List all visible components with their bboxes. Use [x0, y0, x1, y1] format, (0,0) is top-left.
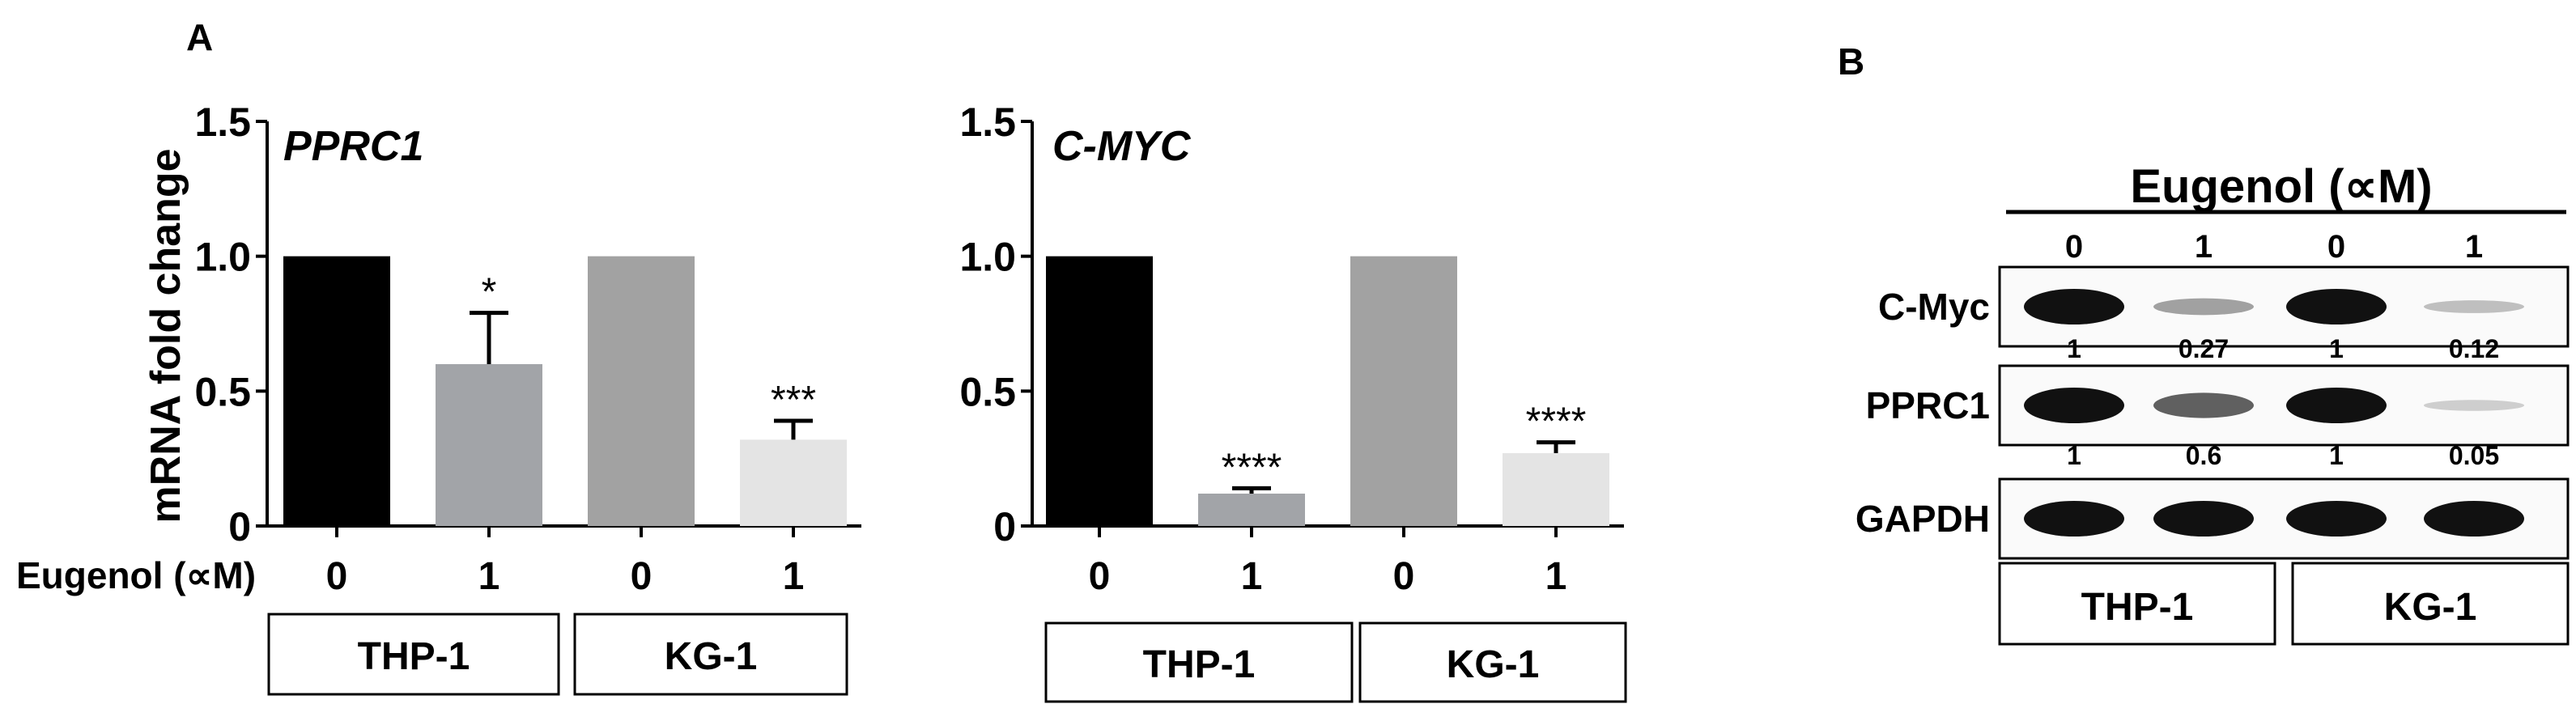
group-box-thp1: [267, 613, 560, 696]
chart-title: C-MYC: [1052, 123, 1192, 170]
y-axis-label: mRNA fold change: [142, 148, 189, 523]
band-quant-label: 1: [2067, 441, 2081, 470]
chart-c-myc: C-MYC 0 0.5 1.0 1.5 0 **** 1 0 **** 1: [959, 100, 1624, 598]
lane-label: 1: [2195, 229, 2213, 265]
blot-group-box-thp1: [1998, 562, 2276, 646]
group-box-kg1-2-label: KG-1: [1447, 643, 1540, 686]
panel-a-label: A: [186, 16, 213, 58]
blot-band: [2153, 298, 2254, 316]
bar: [283, 256, 390, 526]
blot-band: [2024, 388, 2124, 423]
bar: [1350, 256, 1457, 526]
treatment-label: Eugenol (∝M): [16, 554, 256, 596]
bar: [740, 439, 847, 526]
x-tick-label: 0: [1089, 555, 1111, 598]
x-tick-label: 1: [478, 555, 500, 598]
bar: [588, 256, 695, 526]
blot-band: [2024, 501, 2124, 537]
band-quant-label: 0.6: [2186, 441, 2221, 470]
panel-a-group-boxes: THP-1 KG-1 THP-1 KG-1: [267, 613, 1627, 703]
y-tick-label: 0: [228, 504, 251, 549]
x-tick-label: 1: [1545, 555, 1567, 598]
band-quant-label: 1: [2329, 334, 2344, 363]
blot-band: [2286, 388, 2387, 423]
blot-band: [2424, 501, 2524, 537]
blot-band: [2424, 400, 2524, 411]
blot-group-box-kg1-label: KG-1: [2384, 586, 2477, 629]
blot-band: [2286, 501, 2387, 537]
western-blot: 0 1 0 1 C-Myc 1 0.27 1 0.12 PPRC1 1 0.6 1 0.05 GAPDH: [1855, 229, 2570, 560]
bar: [1503, 453, 1609, 526]
blot-treatment-title: Eugenol (∝M): [2130, 160, 2432, 213]
lane-label: 1: [2465, 229, 2483, 265]
blot-band: [2153, 501, 2254, 537]
group-box-thp1-2: [1044, 621, 1354, 703]
y-tick-label: 1.5: [959, 100, 1016, 145]
x-tick-label: 1: [783, 555, 805, 598]
bar: [1198, 494, 1305, 526]
panel-b-label: B: [1838, 40, 1864, 83]
panel-b-group-boxes: THP-1 KG-1: [1998, 562, 2570, 646]
blot-row-label: PPRC1: [1866, 384, 1990, 426]
significance-marker: *: [482, 271, 497, 314]
group-box-thp1-label: THP-1: [358, 635, 470, 678]
group-box-thp1-2-label: THP-1: [1143, 643, 1256, 686]
band-quant-label: 0.27: [2179, 334, 2229, 363]
blot-band: [2024, 289, 2124, 324]
band-quant-label: 1: [2329, 441, 2344, 470]
blot-band: [2286, 289, 2387, 324]
lane-label: 0: [2065, 229, 2083, 265]
blot-row-label: C-Myc: [1878, 286, 1990, 328]
y-tick-label: 1.0: [959, 235, 1016, 280]
x-tick-label: 0: [631, 555, 653, 598]
x-tick-label: 0: [1393, 555, 1415, 598]
blot-group-box-kg1: [2291, 562, 2570, 646]
y-tick-label: 1.5: [194, 100, 251, 145]
band-quant-label: 0.05: [2449, 441, 2499, 470]
significance-marker: ****: [1526, 401, 1587, 443]
blot-band: [2153, 392, 2254, 418]
bar: [1046, 256, 1153, 526]
y-tick-label: 0.5: [959, 369, 1016, 414]
significance-marker: ***: [771, 379, 816, 422]
chart-pprc1: PPRC1 0 0.5 1.0 1.5 0 * 1 0 *** 1: [194, 100, 861, 598]
band-quant-label: 0.12: [2449, 334, 2499, 363]
group-box-kg1: [573, 613, 848, 696]
blot-group-box-thp1-label: THP-1: [2081, 586, 2194, 629]
blot-band: [2424, 300, 2524, 313]
group-box-kg1-label: KG-1: [665, 635, 758, 678]
chart-title: PPRC1: [283, 123, 423, 170]
bar: [436, 364, 542, 526]
x-tick-label: 1: [1241, 555, 1263, 598]
y-tick-label: 1.0: [194, 235, 251, 280]
significance-marker: ****: [1222, 446, 1282, 489]
y-tick-label: 0.5: [194, 369, 251, 414]
x-tick-label: 0: [326, 555, 348, 598]
blot-row-label: GAPDH: [1855, 498, 1990, 540]
group-box-kg1-2: [1358, 621, 1627, 703]
lane-label: 0: [2327, 229, 2345, 265]
band-quant-label: 1: [2067, 334, 2081, 363]
y-tick-label: 0: [993, 504, 1016, 549]
